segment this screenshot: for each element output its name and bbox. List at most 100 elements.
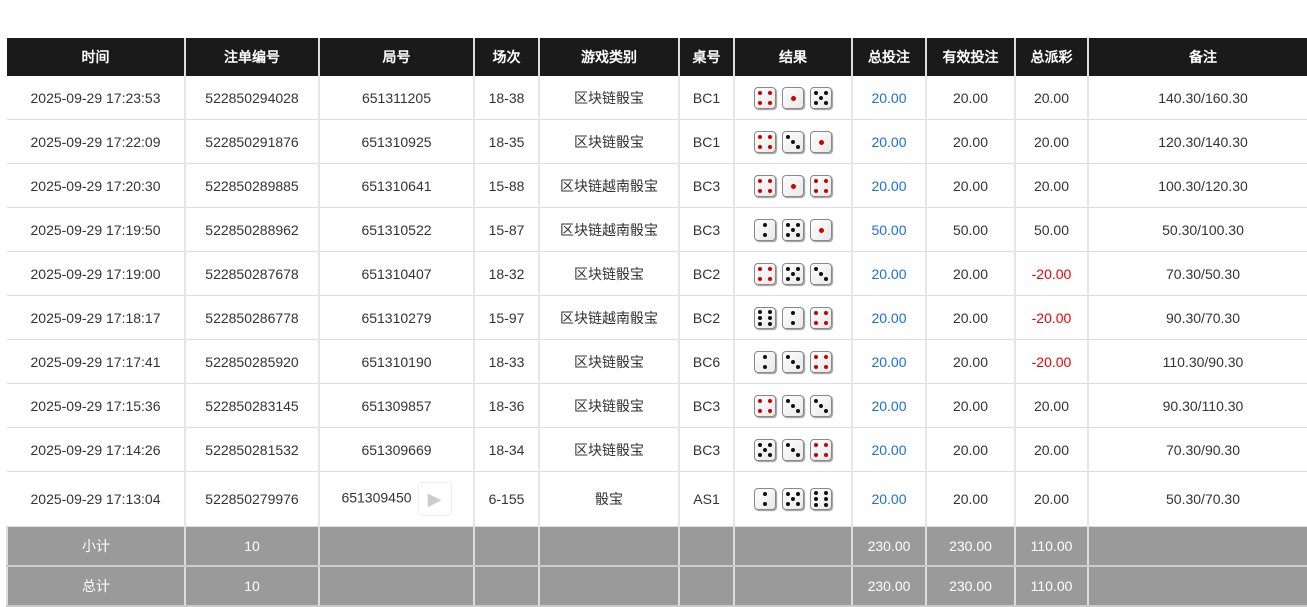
- payout-cell: 20.00: [1014, 163, 1088, 208]
- bet-id-cell: 522850283145: [184, 383, 319, 428]
- empty-cell: [733, 566, 852, 607]
- table-cell: BC2: [678, 295, 734, 340]
- session-cell: 18-32: [473, 251, 539, 296]
- total-bet-link[interactable]: 20.00: [851, 471, 926, 527]
- round-cell: 651311205: [318, 76, 474, 120]
- dice-4-icon: [754, 130, 776, 153]
- payout-cell: -20.00: [1014, 295, 1088, 340]
- dice-1-icon: [810, 218, 832, 241]
- round-number: 651309669: [361, 441, 432, 458]
- total-bet-link[interactable]: 20.00: [851, 383, 926, 428]
- empty-cell: [1087, 526, 1307, 567]
- round-cell: 651309669: [318, 427, 474, 472]
- table-row: 2025-09-29 17:17:41 522850285920 651310190…: [7, 339, 1307, 384]
- dice-4-icon: [754, 262, 776, 285]
- bet-id-cell: 522850281532: [184, 427, 319, 472]
- bet-id-cell: 522850287678: [184, 251, 319, 296]
- payout-cell: -20.00: [1014, 339, 1088, 384]
- total-bet-link[interactable]: 20.00: [851, 339, 926, 384]
- total-bet-link[interactable]: 20.00: [851, 427, 926, 472]
- note-cell: 100.30/120.30: [1087, 163, 1307, 208]
- column-header: 局号: [318, 38, 474, 76]
- result-cell: [733, 251, 852, 296]
- column-header: 注单编号: [184, 38, 319, 76]
- table-cell: BC3: [678, 427, 734, 472]
- empty-cell: [473, 526, 539, 567]
- time-cell: 2025-09-29 17:19:00: [7, 251, 185, 296]
- time-cell: 2025-09-29 17:17:41: [7, 339, 185, 384]
- bet-id-cell: 522850289885: [184, 163, 319, 208]
- table-cell: BC3: [678, 207, 734, 252]
- note-cell: 90.30/70.30: [1087, 295, 1307, 340]
- dice-3-icon: [782, 350, 804, 373]
- note-cell: 50.30/70.30: [1087, 471, 1307, 527]
- result-cell: [733, 207, 852, 252]
- dice-3-icon: [782, 438, 804, 461]
- dice-1-icon: [782, 174, 804, 197]
- note-cell: 140.30/160.30: [1087, 76, 1307, 120]
- total-bet-link[interactable]: 50.00: [851, 207, 926, 252]
- dice-5-icon: [782, 488, 804, 510]
- total-bet-link[interactable]: 20.00: [851, 163, 926, 208]
- video-replay-icon[interactable]: ▶: [417, 482, 452, 516]
- subtotal-label: 小计: [6, 526, 185, 567]
- session-cell: 18-34: [473, 427, 539, 472]
- round-cell: 651310407: [318, 251, 474, 296]
- payout-cell: 20.00: [1014, 383, 1088, 428]
- time-cell: 2025-09-29 17:15:36: [7, 383, 185, 428]
- subtotal-valid-bet: 230.00: [925, 526, 1015, 567]
- session-cell: 18-36: [473, 383, 539, 428]
- dice-3-icon: [810, 394, 832, 417]
- result-cell: [733, 339, 852, 384]
- valid-bet-cell: 20.00: [925, 76, 1015, 120]
- subtotal-row: 小计 10 230.00 230.00 110.00: [6, 526, 1307, 567]
- table-cell: BC2: [678, 251, 734, 296]
- round-number: 651310641: [361, 177, 432, 194]
- table-cell: AS1: [678, 471, 734, 527]
- note-cell: 110.30/90.30: [1087, 339, 1307, 384]
- empty-cell: [538, 566, 679, 607]
- game-type-cell: 骰宝: [538, 471, 679, 527]
- column-header: 游戏类别: [538, 38, 679, 76]
- dice-2-icon: [754, 488, 776, 510]
- table-cell: BC1: [678, 119, 734, 164]
- valid-bet-cell: 20.00: [925, 251, 1015, 296]
- time-cell: 2025-09-29 17:13:04: [7, 471, 185, 527]
- column-header: 场次: [473, 38, 539, 76]
- table-row: 2025-09-29 17:13:04 522850279976 651309450…: [7, 471, 1307, 527]
- game-type-cell: 区块链越南骰宝: [538, 163, 679, 208]
- dice-1-icon: [810, 130, 832, 153]
- table-cell: BC3: [678, 163, 734, 208]
- total-bet-link[interactable]: 20.00: [851, 119, 926, 164]
- table-cell: BC1: [678, 76, 734, 120]
- bet-id-cell: 522850291876: [184, 119, 319, 164]
- session-cell: 15-87: [473, 207, 539, 252]
- total-row: 总计 10 230.00 230.00 110.00: [6, 566, 1307, 607]
- payout-cell: 20.00: [1014, 76, 1088, 120]
- total-bet-link[interactable]: 20.00: [851, 295, 926, 340]
- bet-records-table: 时间 注单编号 局号 场次 游戏类别 桌号 结果 总投注 有效投注 总派彩 备注 2025-09-2…: [6, 38, 1307, 607]
- dice-4-icon: [810, 174, 832, 197]
- table-row: 2025-09-29 17:20:30 522850289885 651310641…: [7, 163, 1307, 208]
- empty-cell: [678, 566, 734, 607]
- note-cell: 70.30/90.30: [1087, 427, 1307, 472]
- payout-cell: 20.00: [1014, 427, 1088, 472]
- round-cell: 651310925: [318, 119, 474, 164]
- session-cell: 15-97: [473, 295, 539, 340]
- time-cell: 2025-09-29 17:18:17: [7, 295, 185, 340]
- time-cell: 2025-09-29 17:19:50: [7, 207, 185, 252]
- valid-bet-cell: 20.00: [925, 383, 1015, 428]
- note-cell: 50.30/100.30: [1087, 207, 1307, 252]
- total-bet-link[interactable]: 20.00: [851, 76, 926, 120]
- session-cell: 18-35: [473, 119, 539, 164]
- round-number: 651310190: [361, 353, 432, 370]
- game-type-cell: 区块链越南骰宝: [538, 295, 679, 340]
- valid-bet-cell: 20.00: [925, 295, 1015, 340]
- result-cell: [733, 427, 852, 472]
- total-bet-link[interactable]: 20.00: [851, 251, 926, 296]
- session-cell: 15-88: [473, 163, 539, 208]
- subtotal-total-bet: 230.00: [851, 526, 926, 567]
- valid-bet-cell: 20.00: [925, 163, 1015, 208]
- round-cell: 651310190: [318, 339, 474, 384]
- dice-3-icon: [810, 262, 832, 285]
